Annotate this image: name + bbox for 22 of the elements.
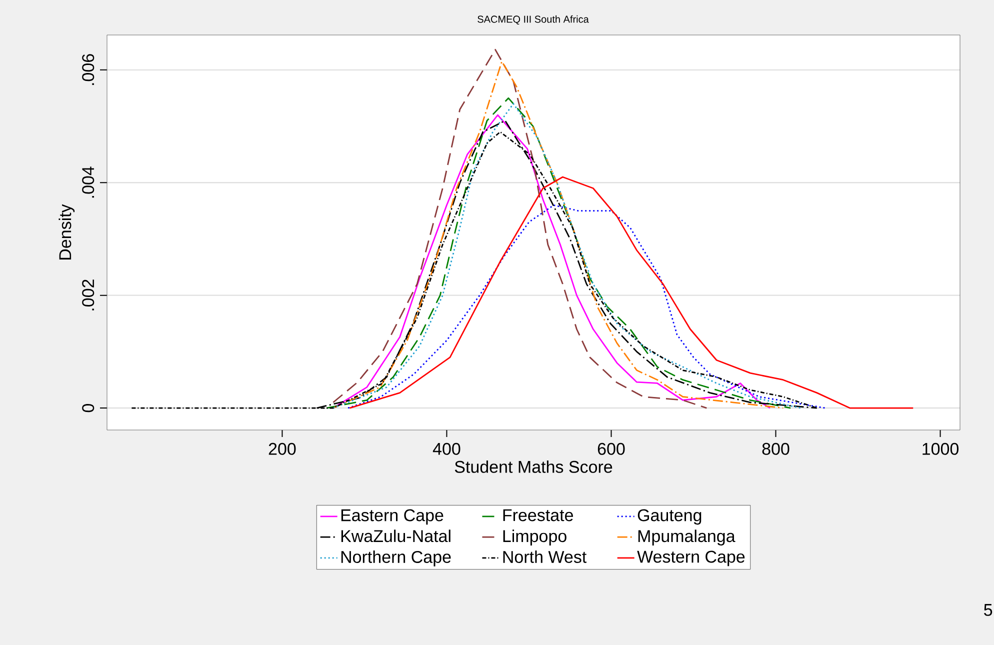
- legend-label: Freestate: [503, 509, 573, 522]
- y-tick-label: .004: [82, 166, 94, 198]
- x-axis-title: Student Maths Score: [454, 460, 612, 473]
- legend-label: Eastern Cape: [341, 509, 444, 525]
- y-tick-label: .002: [82, 280, 94, 310]
- legend-label: Gauteng: [638, 509, 702, 525]
- legend-label: KwaZulu-Natal: [341, 530, 450, 542]
- x-tick-label: 400: [432, 442, 460, 455]
- chart-title: SACMEQ III South Africa: [478, 15, 589, 25]
- x-tick-label: 200: [268, 442, 296, 455]
- y-tick-label: .006: [82, 54, 94, 85]
- legend-label: Western Cape: [637, 550, 745, 566]
- x-tick-label: 800: [762, 442, 790, 455]
- y-tick-label: 0: [82, 404, 94, 412]
- x-tick-label: 1000: [922, 442, 959, 455]
- legend-label: Northern Cape: [341, 550, 451, 566]
- x-tick-label: 600: [598, 442, 625, 455]
- legend-label: Mpumalanga: [638, 530, 736, 546]
- y-axis-title: Density: [58, 204, 75, 260]
- legend-label: North West: [503, 550, 587, 563]
- legend-label: Limpopo: [503, 530, 566, 546]
- text: 5: [984, 604, 992, 616]
